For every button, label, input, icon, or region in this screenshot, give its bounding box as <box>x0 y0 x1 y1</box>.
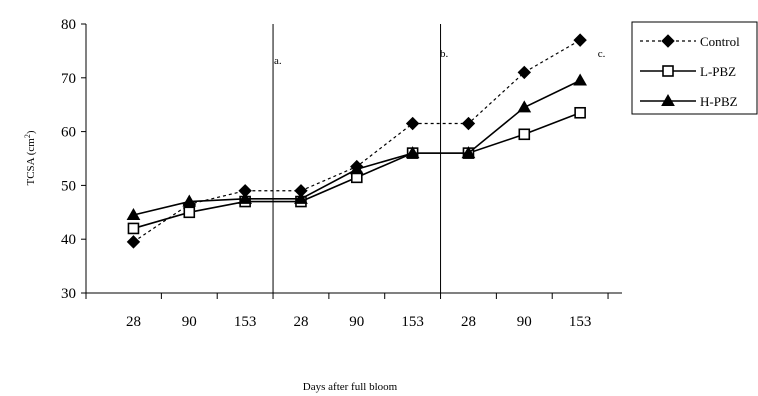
data-point-l-pbz <box>574 106 586 119</box>
y-tick-label: 70 <box>61 71 76 87</box>
y-tick-label: 80 <box>61 17 76 33</box>
legend: Control L-PBZ H-PBZ <box>631 21 758 115</box>
y-tick-label: 30 <box>61 286 76 302</box>
series-layer <box>126 33 587 249</box>
legend-items: Control L-PBZ H-PBZ <box>640 34 740 109</box>
data-point-h-pbz <box>294 191 308 204</box>
data-point-control <box>126 235 141 249</box>
x-tick-label: 28 <box>293 314 308 330</box>
data-point-control <box>461 116 476 131</box>
x-tick-label: 90 <box>182 314 197 330</box>
x-tick-label: 28 <box>461 314 476 330</box>
x-ticks: 28 90 153 28 90 153 28 90 153 <box>85 293 609 330</box>
series-line-h-pbz <box>133 79 581 216</box>
data-point-h-pbz <box>238 191 252 204</box>
data-point-h-pbz <box>405 146 420 159</box>
legend-box <box>631 21 758 115</box>
y-tick-label: 40 <box>61 232 76 248</box>
legend-label-control: Control <box>700 34 740 49</box>
x-tick-label: 28 <box>126 314 141 330</box>
x-tick-label: 90 <box>349 314 364 330</box>
y-axis-label: TCSA (cm2) <box>23 130 37 185</box>
data-point-h-pbz <box>517 100 532 113</box>
x-axis-label: Days after full bloom <box>303 381 398 393</box>
data-point-control <box>405 116 420 131</box>
data-point-h-pbz <box>573 73 587 86</box>
data-point-l-pbz <box>183 206 196 219</box>
panel-label: a. <box>274 55 282 67</box>
data-point-l-pbz <box>127 222 140 235</box>
legend-marker-h-pbz <box>661 93 675 106</box>
legend-marker-l-pbz <box>662 65 674 77</box>
data-point-h-pbz <box>349 162 364 175</box>
legend-label-l-pbz: L-PBZ <box>700 64 736 79</box>
panel-label: c. <box>598 48 606 60</box>
y-ticks: 30 40 50 60 70 80 <box>61 17 86 302</box>
x-tick-label: 90 <box>517 314 532 330</box>
data-point-l-pbz <box>518 128 531 141</box>
x-tick-label: 153 <box>401 314 424 330</box>
y-tick-label: 50 <box>61 178 76 194</box>
x-tick-label: 153 <box>234 314 257 330</box>
series-line-control <box>133 39 581 243</box>
y-tick-label: 60 <box>61 125 76 141</box>
panel-dividers: a. b. c. <box>272 24 606 293</box>
data-point-h-pbz <box>182 194 197 207</box>
data-point-h-pbz <box>126 207 141 220</box>
data-point-control <box>517 65 531 80</box>
data-point-h-pbz <box>461 146 476 159</box>
legend-label-h-pbz: H-PBZ <box>700 94 738 109</box>
data-point-control <box>573 33 587 47</box>
legend-marker-control <box>661 34 675 48</box>
y-axis-label-superscript: 2 <box>23 134 32 138</box>
y-axis-label-close: ) <box>25 130 37 134</box>
x-tick-label: 153 <box>569 314 592 330</box>
panel-label: b. <box>440 48 449 60</box>
